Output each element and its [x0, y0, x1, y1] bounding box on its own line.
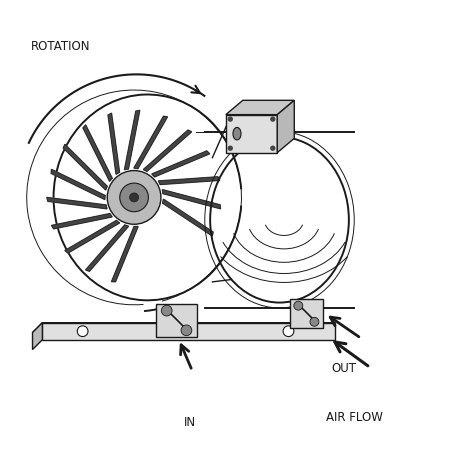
- Polygon shape: [65, 221, 119, 253]
- Circle shape: [228, 145, 233, 151]
- Polygon shape: [158, 177, 219, 184]
- Polygon shape: [156, 304, 197, 337]
- Circle shape: [283, 326, 294, 337]
- Circle shape: [310, 318, 319, 326]
- Circle shape: [294, 301, 303, 310]
- Circle shape: [228, 116, 233, 122]
- Circle shape: [77, 326, 88, 337]
- Text: OUT: OUT: [331, 362, 356, 375]
- Circle shape: [107, 171, 161, 224]
- Polygon shape: [52, 213, 112, 229]
- Polygon shape: [33, 323, 336, 333]
- Text: ROTATION: ROTATION: [31, 40, 91, 53]
- Polygon shape: [143, 130, 191, 171]
- Polygon shape: [83, 125, 112, 181]
- Circle shape: [181, 325, 192, 336]
- Polygon shape: [134, 116, 167, 169]
- Polygon shape: [108, 113, 119, 174]
- Circle shape: [161, 305, 172, 316]
- Polygon shape: [226, 115, 277, 153]
- Polygon shape: [86, 225, 128, 271]
- Circle shape: [270, 145, 275, 151]
- Circle shape: [270, 116, 275, 122]
- Polygon shape: [277, 100, 294, 153]
- Circle shape: [129, 193, 138, 202]
- Ellipse shape: [233, 127, 241, 140]
- Polygon shape: [125, 111, 140, 170]
- Polygon shape: [64, 145, 107, 190]
- Polygon shape: [51, 169, 105, 199]
- Circle shape: [120, 183, 148, 212]
- Polygon shape: [47, 198, 107, 209]
- Polygon shape: [290, 299, 323, 328]
- Polygon shape: [226, 100, 294, 115]
- Text: IN: IN: [184, 415, 196, 429]
- Text: AIR FLOW: AIR FLOW: [327, 411, 383, 424]
- Polygon shape: [42, 323, 336, 340]
- Polygon shape: [111, 226, 138, 282]
- Polygon shape: [163, 199, 213, 236]
- Polygon shape: [33, 323, 42, 350]
- Polygon shape: [152, 151, 210, 177]
- Polygon shape: [163, 190, 220, 209]
